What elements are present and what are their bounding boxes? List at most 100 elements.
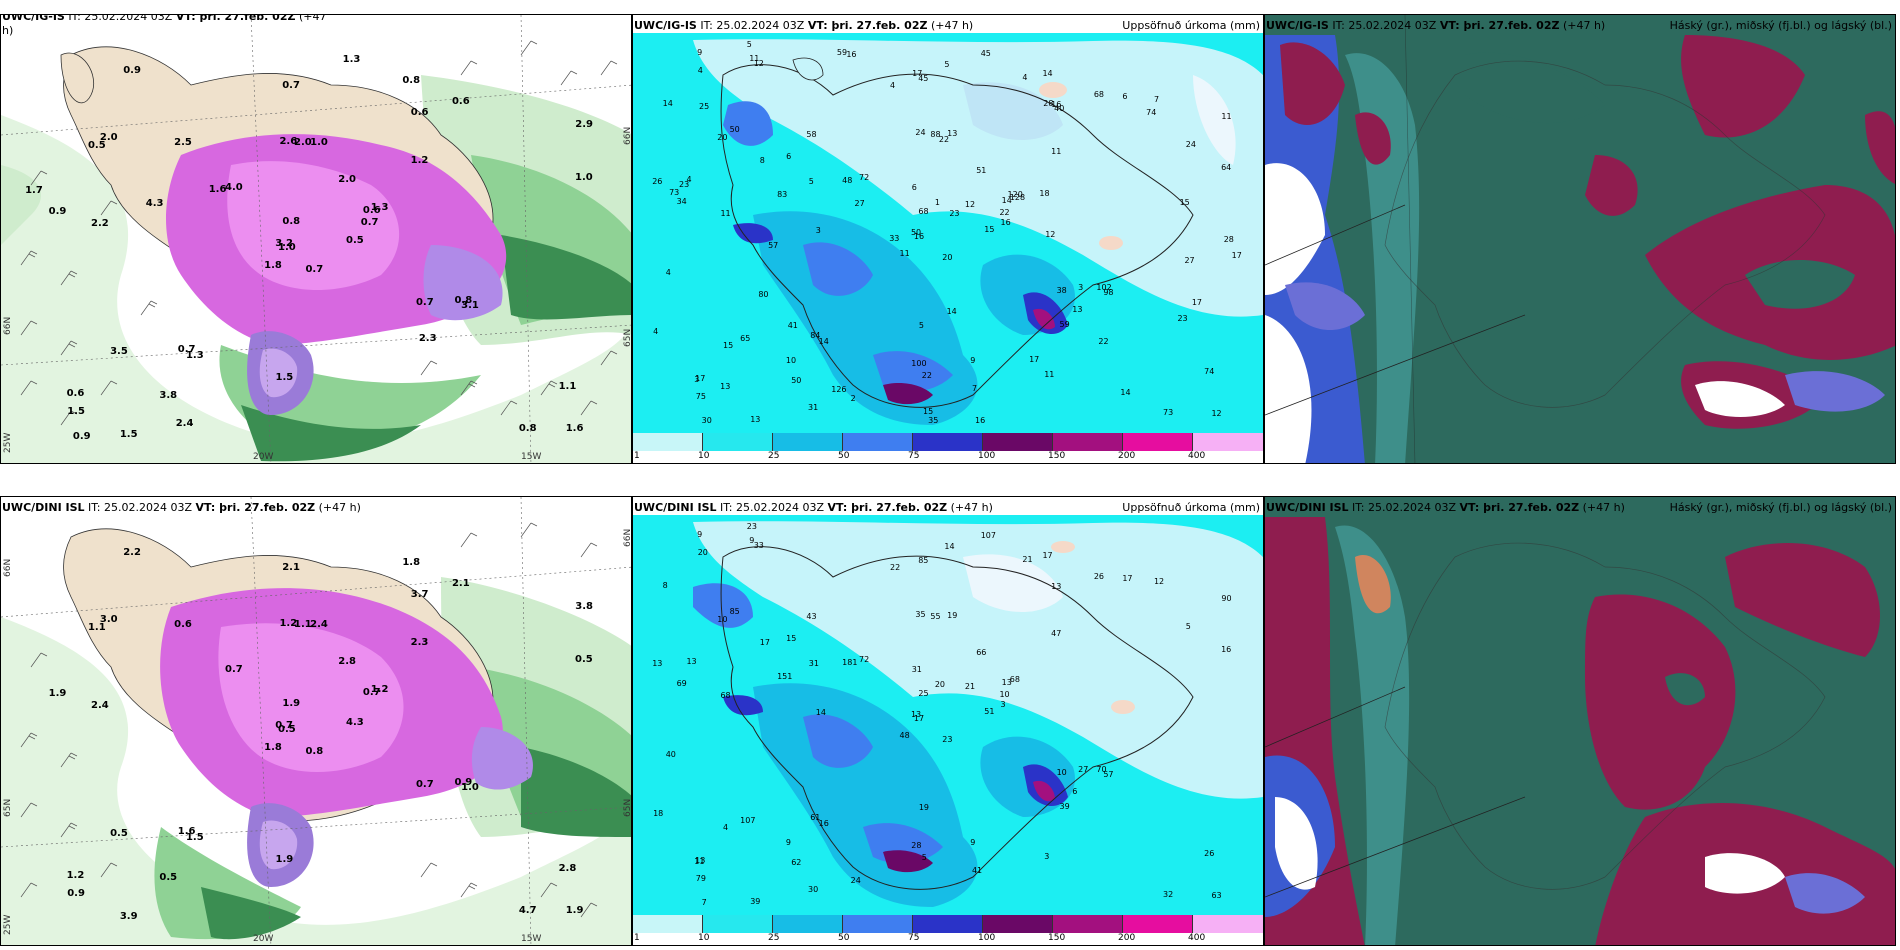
value-label: 27 [1184, 255, 1195, 265]
value-label: 181 [842, 657, 858, 667]
colorbar-label: 1 [634, 451, 640, 461]
precip-map-top [633, 33, 1263, 445]
value-label: 0.5 [110, 828, 128, 840]
value-label: 34 [676, 196, 687, 206]
colorbar-segment [633, 915, 703, 933]
colorbar-label: 100 [978, 451, 996, 461]
title-prefix: UWC/DINI ISL [634, 501, 717, 514]
title-prefix: UWC/IG-IS [2, 14, 65, 23]
value-label: 5 [918, 320, 924, 330]
value-label: 6 [1072, 787, 1078, 797]
value-label: 3.2 [275, 238, 293, 250]
value-label: 10 [785, 355, 797, 365]
value-label: 12 [1211, 408, 1222, 418]
value-label: 28 [1223, 235, 1234, 245]
panel-title-right: Háský (gr.), miðský (fj.bl.) og lágský (… [1669, 19, 1892, 32]
value-label: 17 [695, 373, 706, 383]
value-label: 1.6 [177, 825, 196, 837]
colorbar-label: 100 [978, 933, 996, 943]
title-it: IT: 25.02.2024 03Z [68, 14, 173, 23]
title-vt: VT: þri. 27.feb. 02Z [807, 19, 928, 32]
value-label: 4 [653, 327, 659, 337]
title-vt: VT: þri. 27.feb. 02Z [195, 501, 316, 514]
value-label: 1.5 [275, 371, 294, 383]
value-label: 4 [697, 65, 703, 75]
value-label: 59 [1059, 320, 1070, 330]
panel-bottom-right: UWC/DINI ISL IT: 25.02.2024 03Z VT: þri.… [1264, 496, 1896, 946]
value-label: 4 [665, 268, 671, 278]
value-label: 2.2 [123, 546, 141, 558]
colorbar-segment [843, 915, 913, 933]
value-label: 2.5 [174, 137, 192, 149]
value-label: 6 [911, 183, 917, 193]
panel-title: UWC/DINI ISL IT: 25.02.2024 03Z VT: þri.… [634, 501, 993, 514]
value-label: 16 [818, 818, 829, 828]
title-it: IT: 25.02.2024 03Z [720, 501, 825, 514]
value-label: 0.5 [159, 871, 178, 883]
value-label: 2.4 [310, 618, 328, 630]
value-label: 16 [1221, 645, 1232, 655]
value-label: 0.7 [177, 343, 196, 355]
colorbar-segment [983, 433, 1053, 451]
value-label: 26 [1093, 572, 1104, 582]
value-label: 74 [1204, 366, 1215, 376]
value-label: 55 [930, 611, 941, 621]
value-label: 20 [697, 547, 708, 557]
value-label: 68 [1093, 90, 1104, 100]
value-label: 0.7 [415, 779, 434, 791]
title-vt: VT: þri. 27.feb. 02Z [175, 14, 296, 23]
value-label: 126 [831, 384, 847, 394]
value-label: 26 [1204, 848, 1215, 858]
value-label: 13 [652, 658, 663, 668]
value-label: 9 [697, 529, 703, 539]
value-label: 15 [1179, 197, 1190, 207]
value-label: 45 [980, 49, 991, 59]
grid-label-15w: 15W [521, 452, 542, 462]
value-label: 3.1 [461, 299, 479, 311]
value-label: 33 [889, 233, 900, 243]
value-label: 64 [1221, 163, 1232, 173]
value-label: 31 [808, 658, 819, 668]
colorbar-segment [1123, 433, 1193, 451]
value-label: 21 [1022, 554, 1033, 564]
value-label: 40 [1054, 104, 1065, 114]
value-label: 68 [918, 206, 929, 216]
colorbar-label: 150 [1048, 933, 1066, 943]
value-label: 2.8 [558, 862, 577, 874]
value-label: 7 [1153, 95, 1160, 105]
value-label: 9 [970, 355, 976, 365]
value-label: 14 [1120, 387, 1131, 397]
grid-label-65n: 65N [623, 798, 632, 817]
value-label: 16 [1000, 218, 1011, 228]
value-label: 79 [695, 873, 706, 883]
value-label: 12 [753, 59, 764, 69]
grid-label-65n: 65N [623, 328, 632, 347]
value-label: 9 [697, 47, 703, 57]
value-label: 32 [1163, 889, 1174, 899]
value-label: 4 [1022, 72, 1028, 82]
value-label: 0.7 [415, 297, 434, 309]
value-label: 14 [1042, 69, 1053, 79]
colorbar-label: 150 [1048, 451, 1066, 461]
value-label: 0.6 [410, 106, 429, 118]
value-label: 9 [970, 837, 976, 847]
value-label: 2.3 [410, 636, 429, 648]
colorbar-label: 25 [768, 933, 780, 943]
colorbar-segment [1053, 433, 1123, 451]
value-label: 14 [946, 307, 957, 317]
value-label: 23 [746, 522, 757, 532]
colorbar-segment [843, 433, 913, 451]
value-label: 2.1 [451, 578, 470, 590]
value-label: 17 [1042, 551, 1053, 561]
cloud-map-bottom [1265, 497, 1895, 945]
value-label: 2.0 [294, 137, 312, 149]
value-label: 26 [652, 176, 663, 186]
value-label: 0.5 [346, 235, 364, 247]
title-vt: VT: þri. 27.feb. 02Z [1439, 19, 1560, 32]
value-label: 83 [777, 189, 788, 199]
value-label: 23 [942, 735, 953, 745]
title-it: IT: 25.02.2024 03Z [88, 501, 193, 514]
value-label: 7 [701, 898, 707, 908]
value-label: 6 [1122, 91, 1128, 101]
value-label: 3.0 [99, 614, 118, 626]
